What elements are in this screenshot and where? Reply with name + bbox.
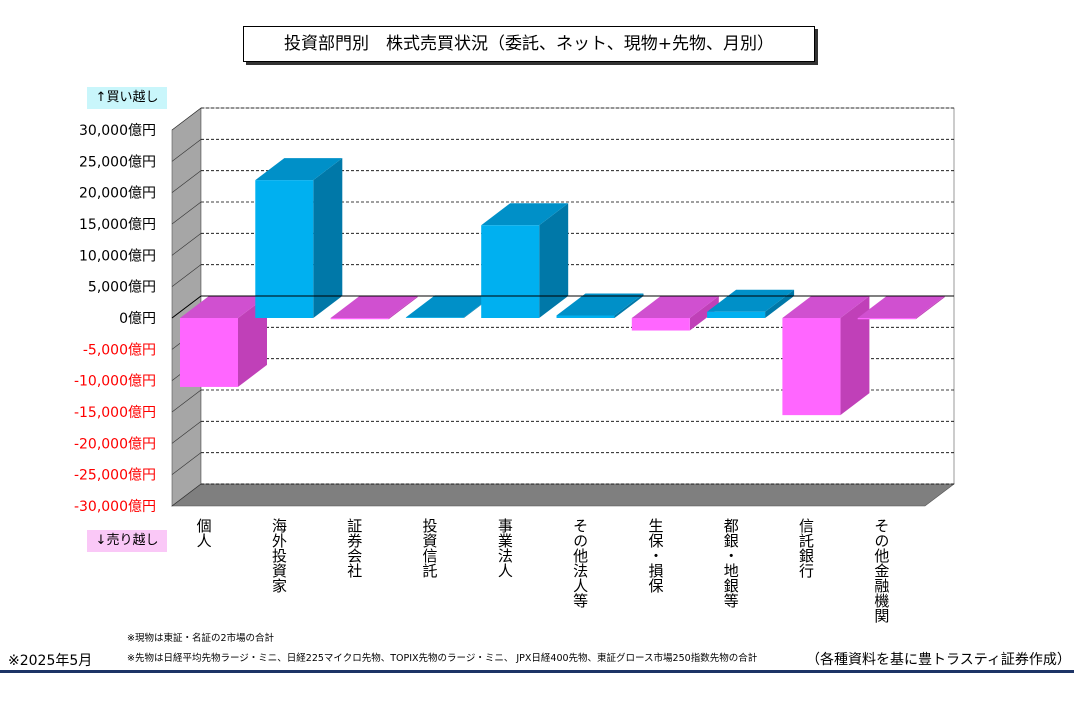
bar-top bbox=[405, 295, 493, 318]
bar-top bbox=[556, 293, 644, 316]
gridline-side bbox=[171, 201, 202, 225]
y-tick-label: 0億円 bbox=[119, 311, 156, 327]
x-tick-label: 都銀・地銀等 bbox=[722, 518, 740, 608]
bar bbox=[330, 318, 389, 320]
bar-side bbox=[614, 293, 644, 318]
y-tick-label: -20,000億円 bbox=[74, 436, 156, 452]
bar-top bbox=[782, 296, 870, 318]
bar-top bbox=[857, 296, 945, 318]
chart-title: 投資部門別 株式売買状況（委託、ネット、現物+先物、月別） bbox=[243, 26, 815, 62]
zero-line-side bbox=[171, 295, 202, 319]
y-tick-label: 20,000億円 bbox=[79, 186, 156, 202]
source-label: （各種資料を基に豊トラスティ証券作成） bbox=[806, 652, 1071, 668]
gridline-side bbox=[171, 233, 202, 256]
y-tick-label: 25,000億円 bbox=[79, 154, 156, 170]
bar bbox=[405, 317, 464, 318]
x-tick-label: 証券会社 bbox=[345, 518, 363, 578]
bar-side bbox=[238, 296, 267, 387]
bar bbox=[556, 315, 615, 318]
x-tick-label: 個人 bbox=[195, 518, 213, 548]
x-tick-label: 生保・損保 bbox=[646, 518, 664, 593]
gridline-side bbox=[171, 483, 202, 507]
legend-buy-label: ↑買い越し bbox=[87, 87, 167, 109]
gridline-side bbox=[171, 421, 202, 444]
y-tick-label: -25,000億円 bbox=[74, 468, 156, 484]
floor bbox=[171, 483, 955, 507]
bar bbox=[481, 225, 540, 318]
x-tick-label: 事業法人 bbox=[496, 518, 514, 578]
bar-top bbox=[481, 203, 569, 226]
bar-side bbox=[388, 296, 418, 320]
y-tick-label: 10,000億円 bbox=[79, 248, 156, 264]
bar-top bbox=[330, 296, 418, 318]
y-tick-label: -30,000億円 bbox=[74, 499, 156, 515]
note-futures: ※先物は日経平均先物ラージ・ミニ、日経225マイクロ先物、TOPIX先物のラージ… bbox=[127, 653, 758, 664]
gridline-side bbox=[171, 452, 202, 475]
y-tick-label: -5,000億円 bbox=[83, 342, 156, 358]
y-tick-label: -10,000億円 bbox=[74, 374, 156, 390]
bar bbox=[707, 311, 766, 318]
bar bbox=[857, 318, 916, 320]
bar bbox=[255, 180, 314, 318]
gridline-side bbox=[171, 139, 202, 162]
bar-side bbox=[840, 296, 870, 416]
x-tick-label: 投資信託 bbox=[421, 518, 439, 578]
x-tick-label: その他金融機関 bbox=[872, 518, 890, 624]
y-tick-label: 15,000億円 bbox=[79, 217, 156, 233]
y-tick-label: 5,000億円 bbox=[88, 280, 156, 296]
bar bbox=[631, 318, 690, 331]
bar-side bbox=[313, 158, 343, 318]
bottom-rule bbox=[0, 670, 1074, 673]
bar-top bbox=[180, 296, 267, 318]
bar bbox=[782, 318, 841, 416]
gridline-side bbox=[171, 107, 202, 131]
bar-top bbox=[255, 158, 343, 181]
bar bbox=[180, 318, 238, 387]
x-tick-label: その他法人等 bbox=[571, 518, 589, 608]
y-tick-label: 30,000億円 bbox=[79, 123, 156, 139]
bar-top bbox=[631, 296, 719, 318]
x-tick-label: 海外投資家 bbox=[270, 518, 288, 593]
bar-side bbox=[539, 203, 569, 318]
legend-sell-label: ↓売り越し bbox=[87, 530, 167, 552]
bar-side bbox=[765, 289, 795, 318]
bar-side bbox=[689, 296, 719, 331]
gridline-side bbox=[171, 170, 202, 193]
bar-side bbox=[915, 296, 945, 320]
bar-top bbox=[707, 289, 795, 312]
gridline-side bbox=[171, 389, 202, 413]
note-spot-markets: ※現物は東証・名証の2市場の合計 bbox=[127, 633, 275, 644]
y-tick-label: -15,000億円 bbox=[74, 405, 156, 421]
date-label: ※2025年5月 bbox=[8, 653, 93, 669]
x-tick-label: 信託銀行 bbox=[797, 518, 815, 579]
gridline-side bbox=[171, 264, 202, 287]
